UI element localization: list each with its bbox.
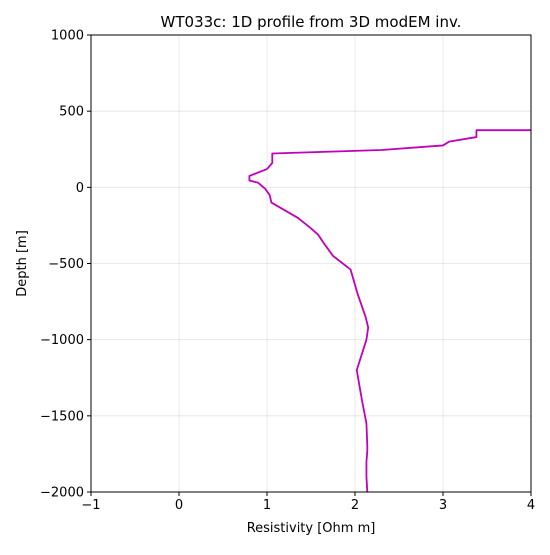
x-tick-label: 1 (263, 498, 271, 513)
chart-title: WT033c: 1D profile from 3D modEM inv. (161, 13, 462, 31)
x-tick-label: 3 (439, 498, 447, 513)
x-axis-label: Resistivity [Ohm m] (247, 521, 376, 536)
y-tick-label: −1500 (40, 409, 84, 424)
y-tick-label: −1000 (40, 333, 84, 348)
y-tick-label: −500 (48, 257, 84, 272)
resistivity-profile-line (248, 129, 531, 493)
y-axis-label: Depth [m] (15, 230, 30, 297)
ticks: −1 0 1 2 3 4 1000 500 0 −500 −1000 −1500 −2000 (40, 29, 535, 514)
x-tick-label: 2 (351, 498, 359, 513)
y-tick-label: 1000 (51, 29, 84, 44)
y-tick-label: 0 (76, 181, 84, 196)
x-tick-label: 4 (527, 498, 535, 513)
y-tick-label: 500 (59, 105, 84, 120)
series-layer (248, 129, 531, 493)
y-tick-label: −2000 (40, 486, 84, 501)
x-tick-label: 0 (175, 498, 183, 513)
x-tick-label: −1 (81, 498, 100, 513)
